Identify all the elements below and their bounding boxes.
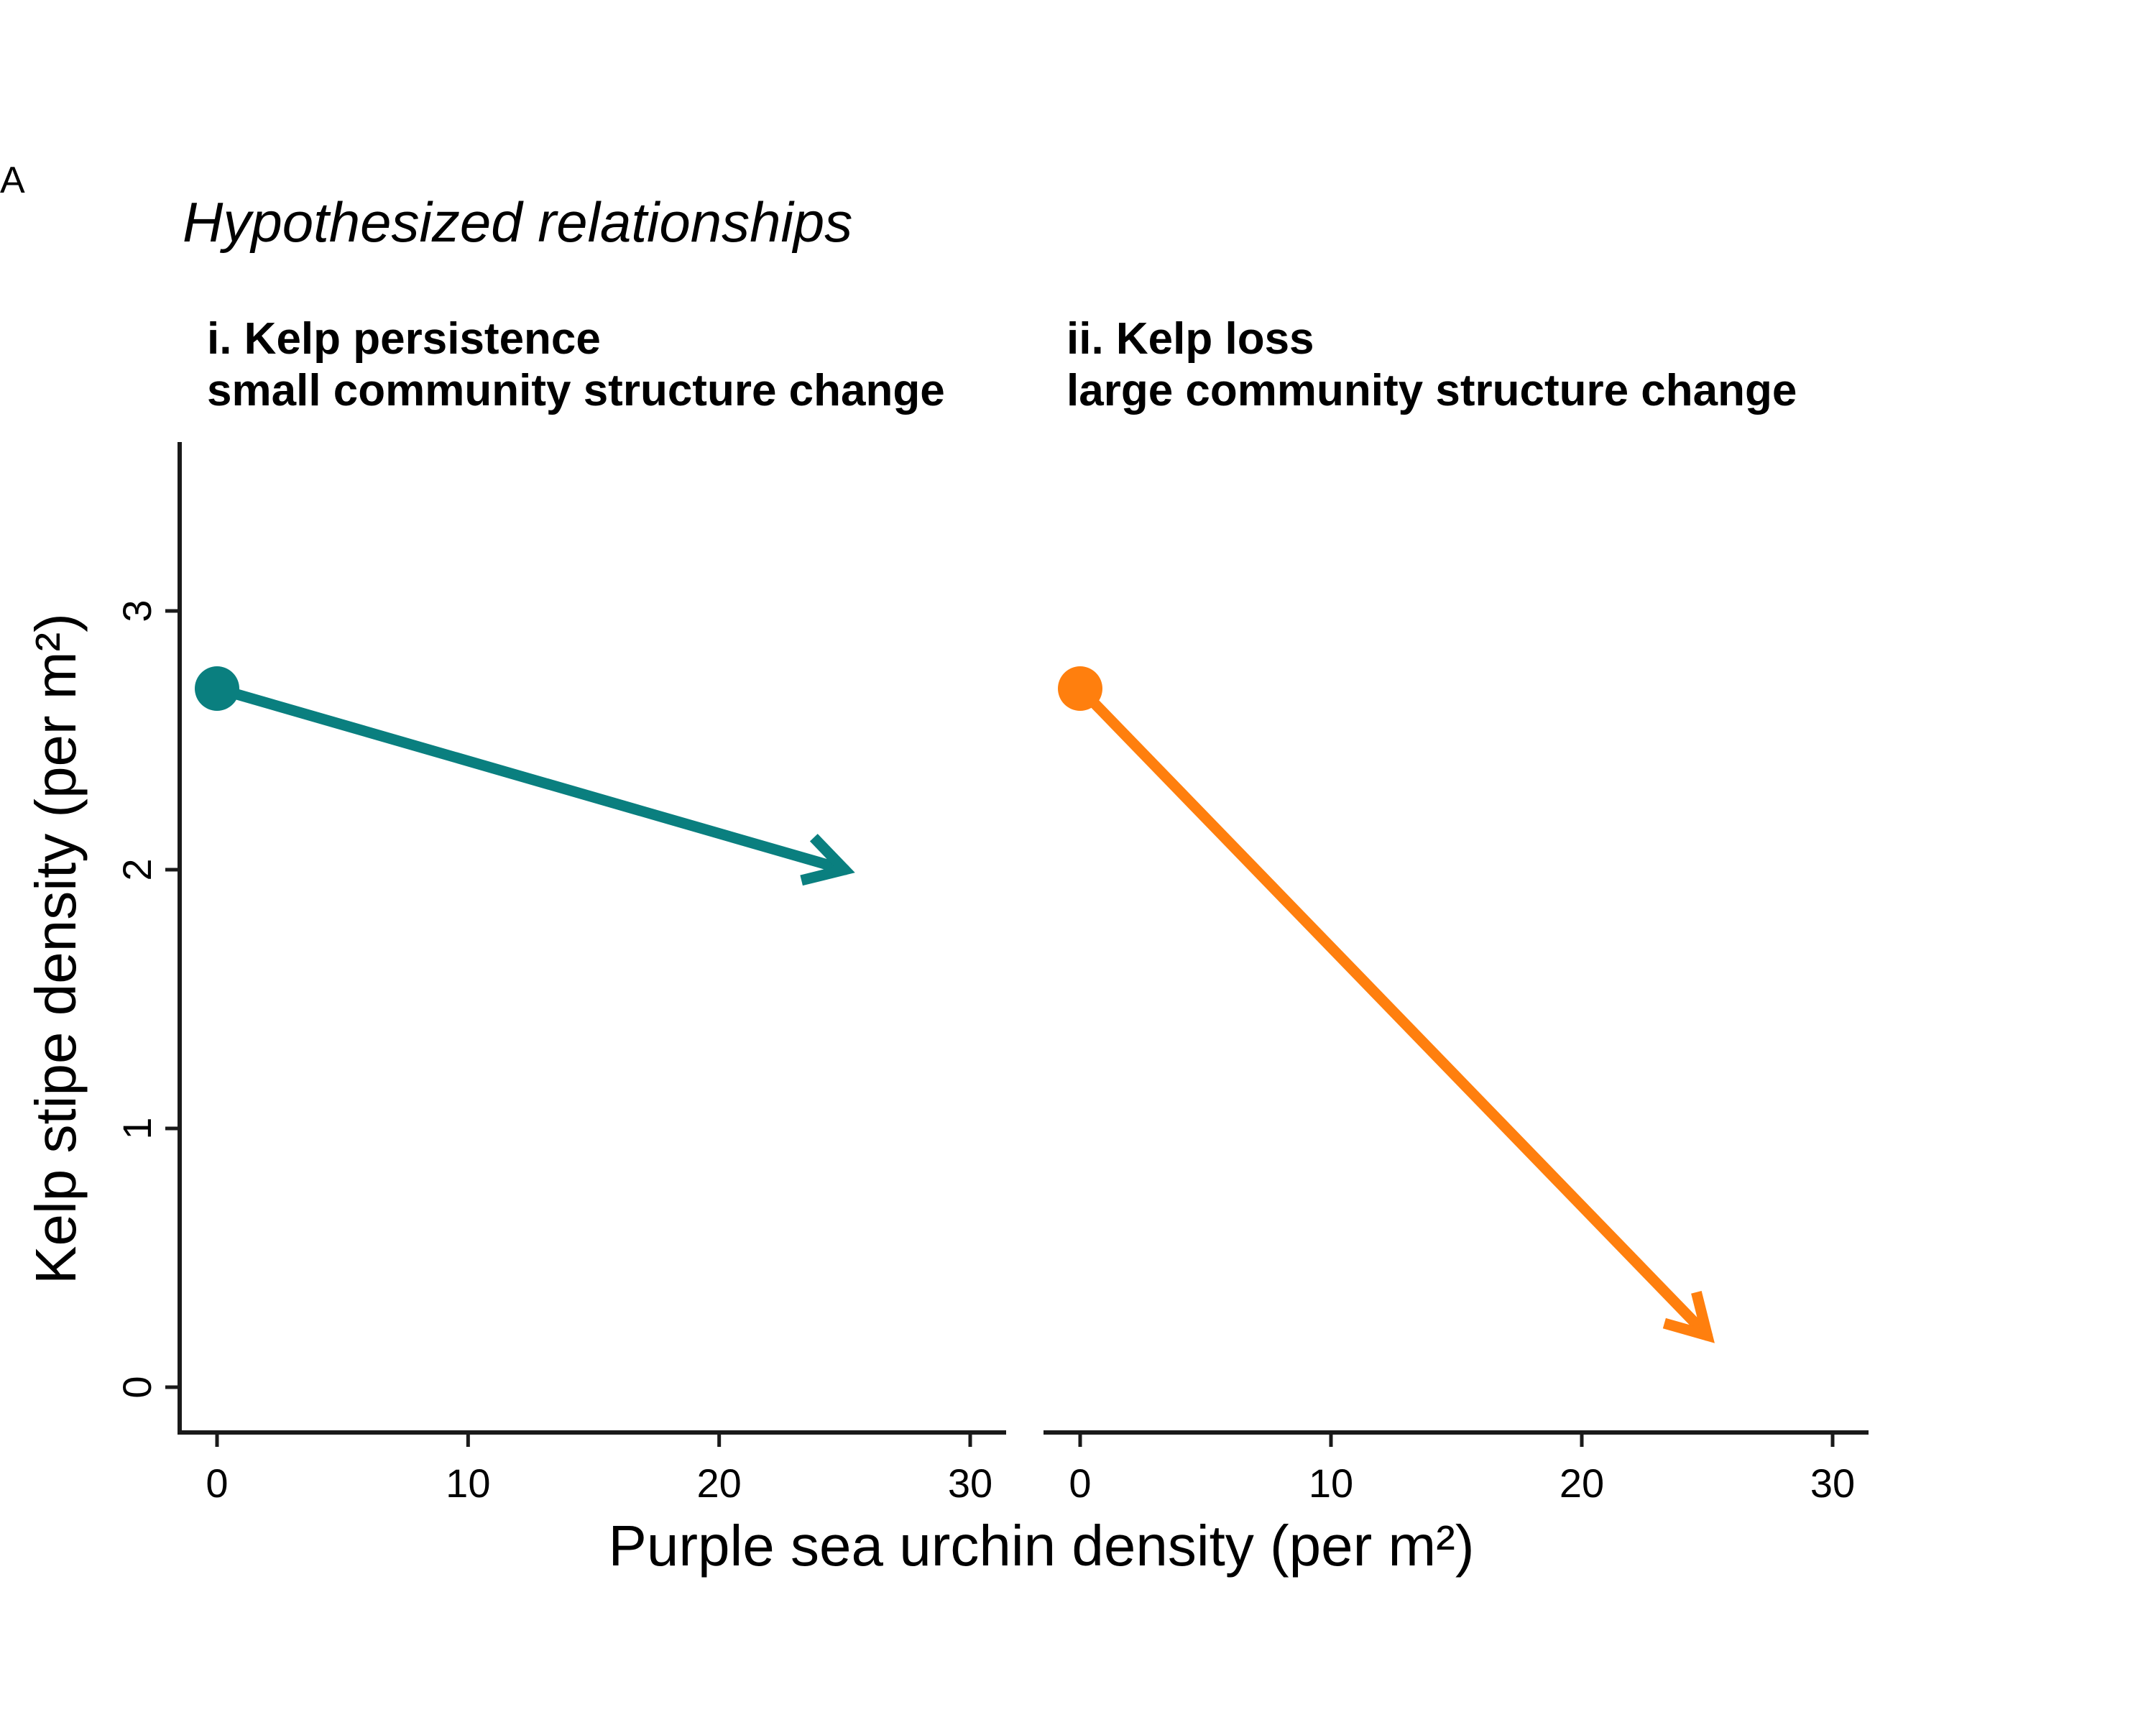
x-axis-title: Purple sea urchin density (per m²) [609,1514,1475,1578]
x-tick-label: 10 [1309,1460,1353,1506]
x-tick-label: 20 [1560,1460,1604,1506]
x-tick-label: 0 [206,1460,228,1506]
series-start-point [1058,666,1102,711]
y-tick-label: 2 [114,858,160,880]
y-axis-title: Kelp stipe density (per m²) [24,613,88,1284]
panel-right-title-line-2: large community structure change [1067,366,1797,415]
x-tick-label: 30 [948,1460,992,1506]
x-tick-label: 30 [1810,1460,1855,1506]
panel-right-plot: 0 10 20 30 [1044,666,1869,1506]
series-arrow-line [1074,683,1713,1341]
panel-letter: A [0,160,25,201]
main-title: Hypothesized relationships [183,190,852,254]
panel-right-title-line-1: ii. Kelp loss [1067,314,1314,364]
series-arrow-head [1662,1291,1715,1343]
y-tick-label: 3 [114,599,160,622]
series-arrow-line [211,683,850,875]
y-tick-label: 0 [114,1376,160,1398]
panel-left: i. Kelp persistence small community stru… [114,314,1006,1506]
series-start-point [195,666,239,711]
panel-left-title-line-1: i. Kelp persistence [207,314,601,364]
y-tick-label: 1 [114,1117,160,1139]
x-tick-label: 10 [446,1460,490,1506]
panel-right: ii. Kelp loss large community structure … [1044,314,1869,1506]
x-tick-label: 20 [697,1460,742,1506]
x-tick-label: 0 [1069,1460,1091,1506]
series-arrow-head [800,834,855,886]
panel-left-title-line-2: small community structure change [207,366,945,415]
panel-left-plot: 0 10 20 30 0 1 2 3 [114,442,1006,1506]
